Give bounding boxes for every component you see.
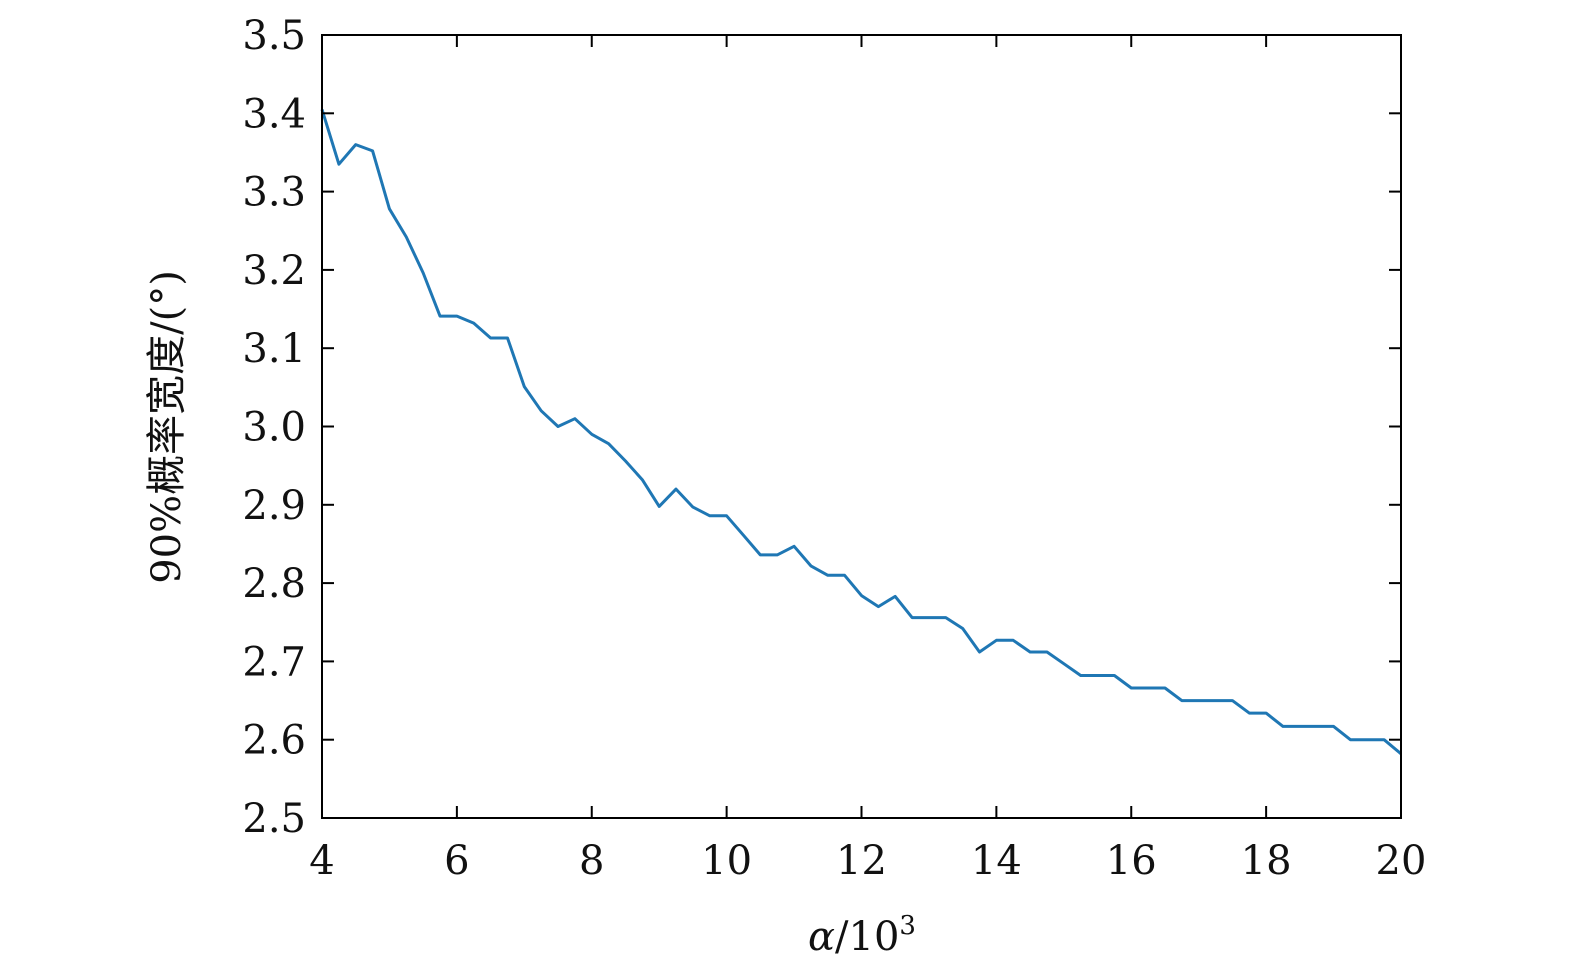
x-tick-label: 18 xyxy=(1241,838,1292,884)
y-tick-label: 3.0 xyxy=(242,405,306,451)
y-tick-label: 3.4 xyxy=(242,91,306,137)
y-tick-label: 2.8 xyxy=(242,561,306,607)
x-tick-label: 8 xyxy=(579,838,604,884)
y-tick-label: 3.2 xyxy=(242,248,306,294)
y-tick-label: 2.5 xyxy=(242,796,306,842)
y-tick-label: 3.5 xyxy=(242,13,306,59)
x-tick-label: 20 xyxy=(1376,838,1427,884)
y-tick-label: 3.1 xyxy=(242,326,306,372)
plot-area xyxy=(320,108,1402,755)
plot-frame xyxy=(321,34,1402,819)
x-tick-label: 10 xyxy=(701,838,752,884)
x-tick-label: 4 xyxy=(309,838,334,884)
y-axis-label: 90%概率宽度/(°) xyxy=(144,270,190,584)
axis-labels: 90%概率宽度/(°) α/103 xyxy=(144,270,916,960)
x-tick-label: 16 xyxy=(1106,838,1157,884)
x-axis-label-symbol: α xyxy=(808,914,835,960)
y-tick-label: 2.7 xyxy=(242,639,306,685)
x-axis-label: α/103 xyxy=(808,911,916,960)
x-axis-label-base: /10 xyxy=(835,914,899,960)
y-tick-label: 2.9 xyxy=(242,483,306,529)
y-tick-label: 3.3 xyxy=(242,170,306,216)
y-tick-label: 2.6 xyxy=(242,718,306,764)
x-axis-label-exp: 3 xyxy=(899,911,916,941)
series-line xyxy=(320,108,1402,755)
x-tick-label: 14 xyxy=(971,838,1022,884)
x-tick-label: 12 xyxy=(836,838,887,884)
axes: 4 6 8 10 12 14 16 18 20 2.5 2.6 2.7 2.8 2.9 3.0 3.1 3.2 3… xyxy=(242,13,1426,884)
x-tick-label: 6 xyxy=(444,838,469,884)
